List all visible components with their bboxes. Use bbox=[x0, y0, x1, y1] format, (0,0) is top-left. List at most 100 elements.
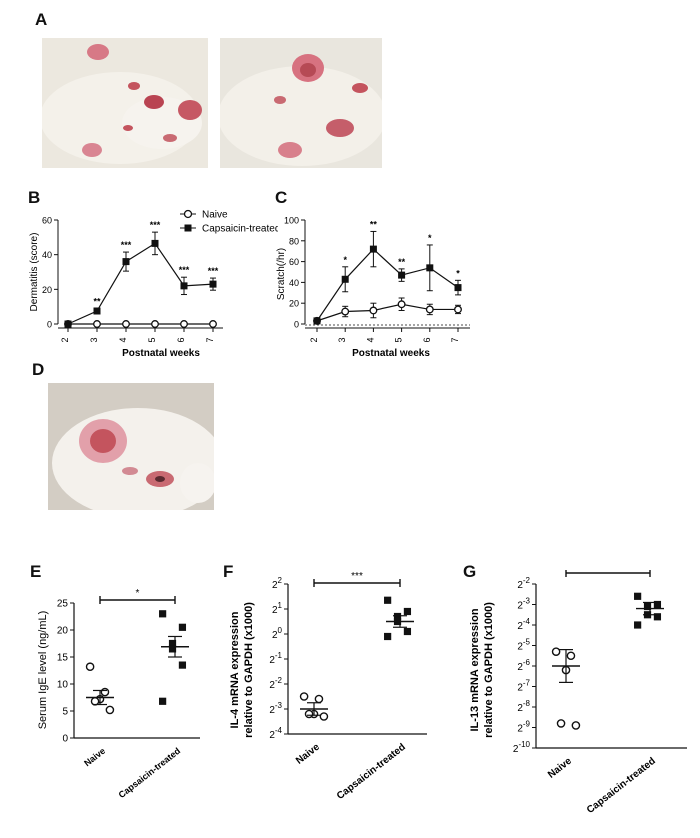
chart-c-point-filled bbox=[454, 284, 462, 292]
chart-g-ytick-label: 2-4 bbox=[517, 617, 530, 632]
chart-g-point-open bbox=[566, 651, 576, 661]
chart-b-xtick-label: 2 bbox=[60, 337, 70, 342]
chart-b-point-filled bbox=[122, 258, 130, 266]
chart-b-significance: *** bbox=[208, 266, 219, 276]
chart-e-point-open bbox=[100, 687, 110, 697]
chart-g-point-filled bbox=[634, 621, 642, 629]
chart-e-ytick-label: 20 bbox=[57, 626, 69, 637]
chart-b-point-open bbox=[180, 320, 188, 328]
chart-g-category-label: Naive bbox=[546, 755, 574, 780]
chart-b-xtick-label: 5 bbox=[147, 337, 157, 342]
chart-c-ylabel: Scratch(/hr) bbox=[276, 248, 287, 300]
chart-f-plot: 22 21 20 2-1 2-2 2-3 2-4 Naive Capsaicin-treated… bbox=[269, 571, 427, 802]
legend-naive-marker bbox=[183, 209, 193, 219]
chart-c-xtick-label: 3 bbox=[337, 337, 347, 342]
chart-g-point-filled bbox=[653, 613, 662, 621]
chart-b-ytick-label: 0 bbox=[47, 320, 52, 330]
photo-mouse-side-view bbox=[220, 38, 382, 168]
chart-c-point-open bbox=[341, 307, 350, 316]
chart-g-point-open bbox=[551, 647, 561, 656]
chart-f-ytick-label: 2-1 bbox=[269, 651, 282, 666]
chart-c-significance: ** bbox=[398, 257, 406, 267]
chart-b-point-filled bbox=[180, 282, 188, 290]
chart-e-category-label: Capsaicin-treated bbox=[117, 746, 183, 800]
chart-b-ytick-label: 40 bbox=[42, 250, 52, 260]
chart-c-significance: * bbox=[343, 255, 347, 265]
chart-b-xtick-label: 6 bbox=[176, 337, 186, 342]
chart-b-ytick-label: 20 bbox=[42, 285, 52, 295]
chart-e-ytick-label: 10 bbox=[57, 680, 69, 691]
chart-g-il13: 2-2 2-3 2-4 2-5 2-6 2-7 2-8 2-9 2-10 Naive Capsaic… bbox=[469, 570, 687, 816]
chart-b-point-open bbox=[151, 320, 159, 328]
chart-c-ytick-label: 0 bbox=[294, 320, 299, 330]
chart-e-point-open bbox=[90, 696, 100, 706]
chart-f-ylabel-line2: relative to GAPDH (x1000) bbox=[243, 602, 255, 738]
chart-c-series-line bbox=[316, 248, 459, 322]
chart-f-point-filled bbox=[384, 632, 392, 641]
legend-capsaicin-marker bbox=[184, 224, 192, 232]
chart-f-point-open bbox=[299, 692, 309, 701]
chart-g-plot: 2-2 2-3 2-4 2-5 2-6 2-7 2-8 2-9 2-10 Naive Capsaic… bbox=[513, 570, 687, 816]
chart-c-significance: ** bbox=[370, 219, 378, 229]
chart-c-point-open bbox=[454, 305, 462, 314]
chart-e-ytick-label: 0 bbox=[62, 734, 68, 745]
chart-b-point-open bbox=[93, 320, 101, 328]
chart-e-point-filled bbox=[168, 645, 177, 653]
chart-e-category-label: Naive bbox=[82, 746, 107, 769]
chart-g-ytick-label: 2-5 bbox=[517, 638, 530, 653]
chart-c-xtick-label: 2 bbox=[309, 337, 319, 342]
chart-f-ytick-label: 2-2 bbox=[269, 676, 282, 691]
chart-f-point-open bbox=[304, 709, 314, 719]
chart-c-xtick-label: 6 bbox=[422, 337, 432, 342]
chart-f-ylabel-line1: IL-4 mRNA expression bbox=[229, 611, 241, 728]
panel-letter-f: F bbox=[223, 562, 234, 581]
panel-letter-e: E bbox=[30, 562, 42, 581]
chart-b-significance: *** bbox=[179, 265, 190, 275]
chart-g-point-filled bbox=[653, 600, 662, 609]
chart-b-significance: *** bbox=[121, 240, 132, 250]
chart-e-point-open bbox=[105, 705, 115, 715]
chart-g-ylabel-line1: IL-13 mRNA expression bbox=[469, 608, 481, 731]
chart-c-ytick-label: 40 bbox=[289, 278, 299, 288]
chart-c-xtick-label: 7 bbox=[450, 337, 460, 342]
chart-f-category-label: Capsaicin-treated bbox=[335, 742, 408, 802]
chart-b-significance: ** bbox=[93, 296, 101, 306]
chart-e-point-filled bbox=[159, 697, 167, 705]
chart-c-ytick-label: 60 bbox=[289, 257, 299, 267]
chart-g-ytick-label: 2-6 bbox=[517, 658, 530, 673]
chart-g-ytick-label: 2-10 bbox=[513, 740, 531, 755]
chart-g-significance: ** bbox=[604, 570, 612, 572]
chart-e-point-open bbox=[85, 662, 95, 672]
chart-f-category-label: Naive bbox=[294, 741, 322, 766]
chart-c-point-filled bbox=[341, 275, 349, 283]
chart-b-legend: Naive Capsaicin-treated bbox=[180, 210, 278, 235]
panel-letter-a: A bbox=[35, 10, 48, 29]
chart-c-point-filled bbox=[426, 264, 434, 272]
chart-c-xtick-label: 4 bbox=[365, 337, 375, 342]
chart-f-significance: *** bbox=[351, 571, 363, 582]
chart-g-ytick-label: 2-9 bbox=[517, 720, 530, 735]
legend-capsaicin-label: Capsaicin-treated bbox=[202, 224, 278, 235]
chart-g-ytick-label: 2-8 bbox=[517, 699, 530, 714]
chart-c-point-open bbox=[369, 306, 378, 315]
chart-g-point-filled bbox=[643, 602, 652, 611]
chart-g-category-label: Capsaicin-treated bbox=[585, 756, 658, 816]
chart-e-point-filled bbox=[178, 661, 187, 669]
chart-g-point-open bbox=[556, 719, 566, 728]
chart-f-point-filled bbox=[403, 607, 412, 616]
chart-e-ytick-label: 15 bbox=[57, 653, 69, 664]
panel-letter-b: B bbox=[28, 188, 41, 207]
chart-b-point-filled bbox=[93, 307, 101, 315]
chart-f-point-open bbox=[319, 712, 329, 721]
chart-c-point-open bbox=[397, 300, 406, 309]
legend-naive-label: Naive bbox=[202, 210, 228, 221]
chart-c-ytick-label: 20 bbox=[289, 299, 299, 309]
chart-c-xlabel: Postnatal weeks bbox=[352, 348, 430, 359]
panel-letter-d: D bbox=[32, 360, 45, 379]
chart-f-point-filled bbox=[403, 627, 412, 636]
chart-e-point-filled bbox=[178, 623, 187, 631]
chart-b-xlabel: Postnatal weeks bbox=[122, 348, 200, 359]
